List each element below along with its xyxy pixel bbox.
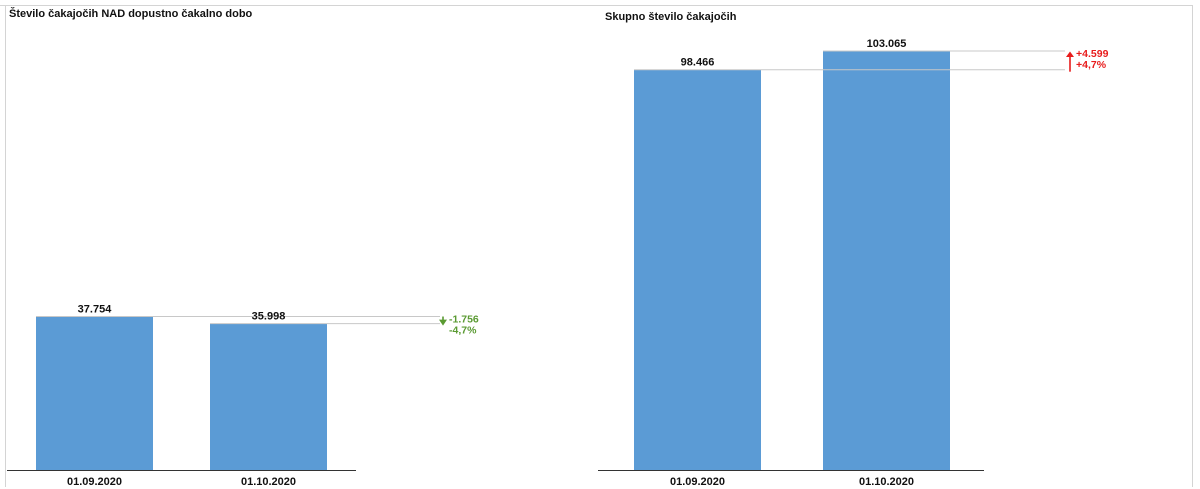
chart-waiting-over-limit: Število čakajočih NAD dopustno čakalno d… bbox=[7, 7, 479, 488]
chart-title: Skupno število čakajočih bbox=[605, 11, 737, 23]
chart-total-waiting: Skupno število čakajočih 98.466 103.065 01.… bbox=[598, 11, 1109, 488]
frame-left-border bbox=[5, 5, 6, 487]
frame-top-border bbox=[0, 5, 1192, 6]
bar-01.10.2020 bbox=[823, 51, 950, 470]
chart-title: Število čakajočih NAD dopustno čakalno d… bbox=[9, 7, 253, 20]
x-tick-label: 01.10.2020 bbox=[241, 476, 296, 488]
value-label: 35.998 bbox=[252, 311, 286, 323]
value-label: 37.754 bbox=[78, 304, 113, 316]
frame-right-border bbox=[1192, 5, 1193, 487]
delta-percent-label: -4,7% bbox=[449, 325, 477, 337]
arrow-down-icon bbox=[439, 319, 447, 326]
bar-01.10.2020 bbox=[210, 323, 327, 470]
x-tick-label: 01.10.2020 bbox=[859, 476, 914, 488]
bar-01.09.2020 bbox=[634, 69, 761, 471]
delta-absolute-label: -1.756 bbox=[449, 314, 479, 326]
delta-percent-label: +4,7% bbox=[1076, 59, 1107, 71]
bar-01.09.2020 bbox=[36, 316, 153, 470]
value-label: 98.466 bbox=[681, 57, 715, 69]
arrow-up-icon bbox=[1066, 51, 1074, 57]
x-tick-label: 01.09.2020 bbox=[670, 476, 725, 488]
delta-absolute-label: +4.599 bbox=[1076, 48, 1109, 60]
x-tick-label: 01.09.2020 bbox=[67, 476, 122, 488]
value-label: 103.065 bbox=[867, 38, 907, 50]
